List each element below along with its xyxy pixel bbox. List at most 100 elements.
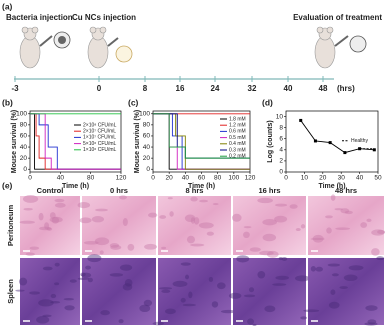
x-tick-label: 20 [166,175,174,182]
tissue-texture [38,299,54,307]
tissue-texture [184,214,196,222]
tissue-texture [264,305,276,313]
histology-image [228,255,310,326]
tissue [82,258,156,325]
tissue-texture [63,297,75,301]
tissue-texture [42,266,53,271]
tissue-texture [278,256,283,261]
bacteria-icon [349,35,367,53]
legend-label: 0.3 mM [229,147,246,153]
tissue-texture [161,289,171,293]
tissue-texture [109,243,120,248]
tissue-texture [172,280,188,287]
series-line [30,113,121,170]
tissue-texture [377,229,386,234]
legend-label: 0.2 mM [229,154,246,160]
tissue-texture [262,219,277,226]
tissue-texture [99,250,104,255]
tissue-texture [243,294,256,298]
tissue-texture [49,212,56,219]
tissue-texture [44,222,50,230]
y-tick-label: 6 [279,135,283,142]
legend-label: 5×10⁶ CFU/mL [83,141,117,147]
tissue-texture [182,303,196,307]
tissue-texture [212,203,219,206]
tissue-texture [243,231,250,239]
y-tick-label: 60 [20,133,28,140]
tissue-texture [331,273,339,277]
tissue [158,196,231,255]
tissue-texture [39,226,52,231]
tissue-texture [249,247,261,252]
timeline-label: 16 [176,84,185,93]
x-tick-label: 100 [228,175,239,182]
tissue-texture [365,305,378,311]
legend-label: 2×10⁷ CFU/mL [83,129,116,135]
tissue-texture [275,275,289,280]
tissue-texture [188,291,193,299]
tissue-texture [180,262,191,266]
legend-label: 0.6 mM [229,129,246,135]
y-tick-label: 4 [279,147,283,154]
event-label: Cu NCs injection [72,13,136,22]
timeline-label: 8 [143,84,148,93]
tissue-texture [193,217,200,225]
tissue-texture [95,208,108,212]
tissue-texture [64,305,75,311]
tissue-texture [300,224,306,229]
histology-image [77,195,158,255]
tissue [82,196,156,255]
tissue-texture [327,263,340,267]
plot-frame [29,110,122,173]
tissue-texture [109,273,124,277]
x-tick-label: 20 [319,175,327,182]
tissue-texture [51,216,60,224]
panel-label: (d) [262,97,273,107]
tissue-texture [54,282,60,286]
tissue-texture [257,197,273,204]
column-label: 0 hrs [110,186,128,195]
x-tick-label: 40 [356,175,364,182]
tissue-texture [371,229,385,236]
tissue-texture [262,233,277,242]
tissue-texture [315,266,323,272]
tissue-texture [312,234,324,243]
x-tick-label: 80 [87,175,95,182]
tissue-texture [190,243,205,247]
data-point [313,139,317,143]
tissue-texture [325,215,333,219]
timeline-unit: (hrs) [337,84,355,93]
tissue-texture [247,318,254,325]
x-tick-label: 40 [182,175,190,182]
tissue-texture [79,217,92,224]
timeline-label: -3 [11,84,19,93]
series-line [30,113,121,170]
tissue-texture [198,222,214,229]
row-label: Spleen [6,279,15,304]
tissue-texture [50,293,57,299]
histology-image [15,258,80,325]
tissue-texture [303,309,320,313]
y-tick-label: 0 [279,169,283,176]
y-tick-label: 10 [276,113,284,120]
tissue-texture [119,264,133,271]
tissue-texture [158,287,173,290]
tissue-texture [54,262,60,267]
panel-label: (c) [128,97,139,107]
data-point [328,141,332,145]
tissue-texture [190,217,195,224]
timeline-label: 32 [248,84,257,93]
legend-label: 0.4 mM [229,141,246,147]
tissue-texture [22,195,39,203]
tissue-texture [91,216,105,223]
y-tick-label: 40 [143,144,151,151]
tissue-texture [54,198,65,203]
tissue-texture [220,309,237,314]
column-label: Control [37,186,64,195]
tissue-texture [161,246,167,250]
tissue-texture [148,212,158,218]
histology-image [308,194,386,256]
tissue-texture [266,250,279,258]
